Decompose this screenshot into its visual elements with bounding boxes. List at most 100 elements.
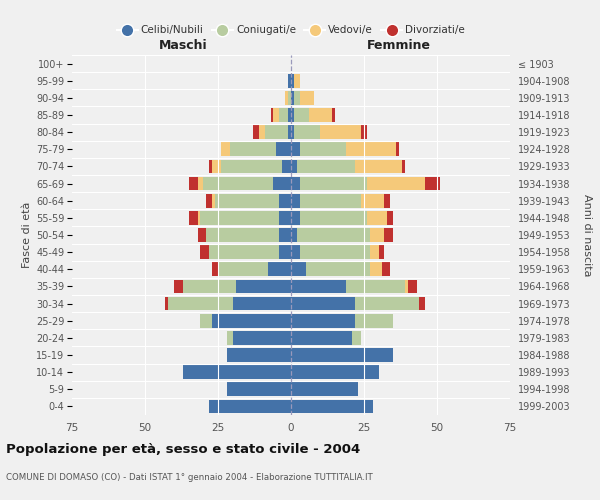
Bar — [183, 280, 236, 293]
Bar — [209, 246, 280, 259]
Bar — [332, 108, 335, 122]
Bar — [379, 246, 385, 259]
Y-axis label: Fasce di età: Fasce di età — [22, 202, 32, 268]
Bar — [291, 74, 294, 88]
Bar — [361, 126, 367, 139]
Bar — [288, 108, 291, 122]
Bar — [277, 142, 291, 156]
Bar — [215, 194, 280, 207]
Bar — [419, 296, 425, 310]
Bar — [189, 211, 197, 224]
Bar — [370, 228, 385, 242]
Bar — [291, 348, 393, 362]
Bar — [291, 194, 300, 207]
Bar — [291, 366, 379, 379]
Bar — [300, 176, 367, 190]
Bar — [294, 74, 300, 88]
Bar — [197, 228, 206, 242]
Bar — [174, 280, 183, 293]
Bar — [300, 142, 346, 156]
Bar — [221, 142, 230, 156]
Bar — [280, 211, 291, 224]
Bar — [200, 314, 212, 328]
Bar — [227, 331, 233, 344]
Bar — [259, 126, 265, 139]
Bar — [388, 211, 393, 224]
Bar — [305, 262, 370, 276]
Bar — [253, 126, 259, 139]
Bar — [291, 91, 294, 104]
Bar — [300, 246, 370, 259]
Bar — [320, 126, 361, 139]
Bar — [385, 194, 390, 207]
Bar — [294, 91, 300, 104]
Bar — [212, 160, 221, 173]
Bar — [203, 176, 274, 190]
Bar — [297, 160, 355, 173]
Bar — [402, 160, 405, 173]
Bar — [285, 91, 288, 104]
Bar — [280, 194, 291, 207]
Bar — [197, 211, 200, 224]
Bar — [288, 91, 291, 104]
Bar — [183, 366, 291, 379]
Bar — [346, 280, 405, 293]
Bar — [370, 246, 379, 259]
Bar — [308, 108, 332, 122]
Bar — [200, 246, 209, 259]
Bar — [291, 126, 294, 139]
Bar — [221, 160, 282, 173]
Bar — [294, 126, 320, 139]
Text: COMUNE DI DOMASO (CO) - Dati ISTAT 1° gennaio 2004 - Elaborazione TUTTITALIA.IT: COMUNE DI DOMASO (CO) - Dati ISTAT 1° ge… — [6, 472, 373, 482]
Bar — [405, 280, 408, 293]
Bar — [280, 108, 288, 122]
Bar — [300, 194, 361, 207]
Bar — [291, 262, 305, 276]
Bar — [355, 296, 419, 310]
Bar — [300, 211, 367, 224]
Bar — [355, 314, 393, 328]
Bar — [352, 331, 361, 344]
Bar — [396, 142, 399, 156]
Bar — [218, 262, 268, 276]
Bar — [206, 228, 280, 242]
Bar — [227, 382, 291, 396]
Bar — [297, 228, 370, 242]
Bar — [291, 314, 355, 328]
Bar — [233, 331, 291, 344]
Bar — [233, 296, 291, 310]
Bar — [291, 400, 373, 413]
Bar — [367, 176, 425, 190]
Bar — [268, 262, 291, 276]
Bar — [197, 176, 203, 190]
Bar — [294, 108, 308, 122]
Bar — [280, 228, 291, 242]
Bar — [346, 142, 396, 156]
Bar — [227, 348, 291, 362]
Legend: Celibi/Nubili, Coniugati/e, Vedovi/e, Divorziati/e: Celibi/Nubili, Coniugati/e, Vedovi/e, Di… — [117, 26, 465, 36]
Bar — [166, 296, 169, 310]
Bar — [282, 160, 291, 173]
Bar — [200, 211, 280, 224]
Bar — [291, 331, 352, 344]
Bar — [300, 91, 314, 104]
Bar — [236, 280, 291, 293]
Bar — [291, 296, 355, 310]
Bar — [230, 142, 277, 156]
Bar — [280, 246, 291, 259]
Bar — [291, 211, 300, 224]
Bar — [265, 126, 288, 139]
Bar — [209, 400, 291, 413]
Bar — [274, 108, 280, 122]
Bar — [212, 314, 291, 328]
Bar — [274, 176, 291, 190]
Bar — [291, 176, 300, 190]
Bar — [288, 74, 291, 88]
Bar — [367, 211, 388, 224]
Bar — [271, 108, 274, 122]
Y-axis label: Anni di nascita: Anni di nascita — [581, 194, 592, 276]
Text: Femmine: Femmine — [367, 40, 431, 52]
Bar — [189, 176, 197, 190]
Text: Popolazione per età, sesso e stato civile - 2004: Popolazione per età, sesso e stato civil… — [6, 442, 360, 456]
Bar — [291, 280, 346, 293]
